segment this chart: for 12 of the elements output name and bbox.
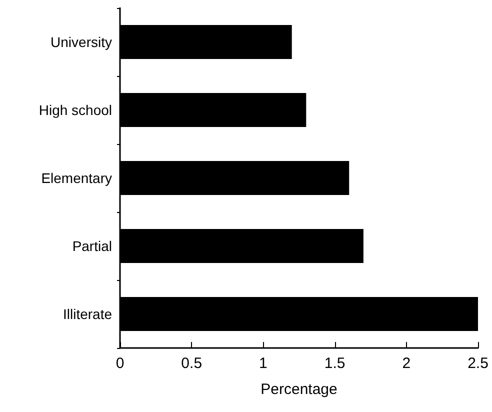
x-tick-label: 2.5 <box>468 355 488 372</box>
y-tick-label: High school <box>38 102 112 118</box>
y-tick-label: Partial <box>72 238 112 254</box>
y-tick-label: Elementary <box>41 170 112 186</box>
x-tick-label: 1.5 <box>324 355 346 372</box>
y-tick-label: University <box>50 34 112 50</box>
y-tick-label: Illiterate <box>62 306 112 322</box>
x-tick-label: 1 <box>259 355 268 372</box>
x-tick-label: 0.5 <box>181 355 202 372</box>
x-tick-label: 0 <box>116 355 124 372</box>
x-tick-label: 2 <box>402 355 411 372</box>
x-axis-title: Percentage <box>260 381 338 398</box>
